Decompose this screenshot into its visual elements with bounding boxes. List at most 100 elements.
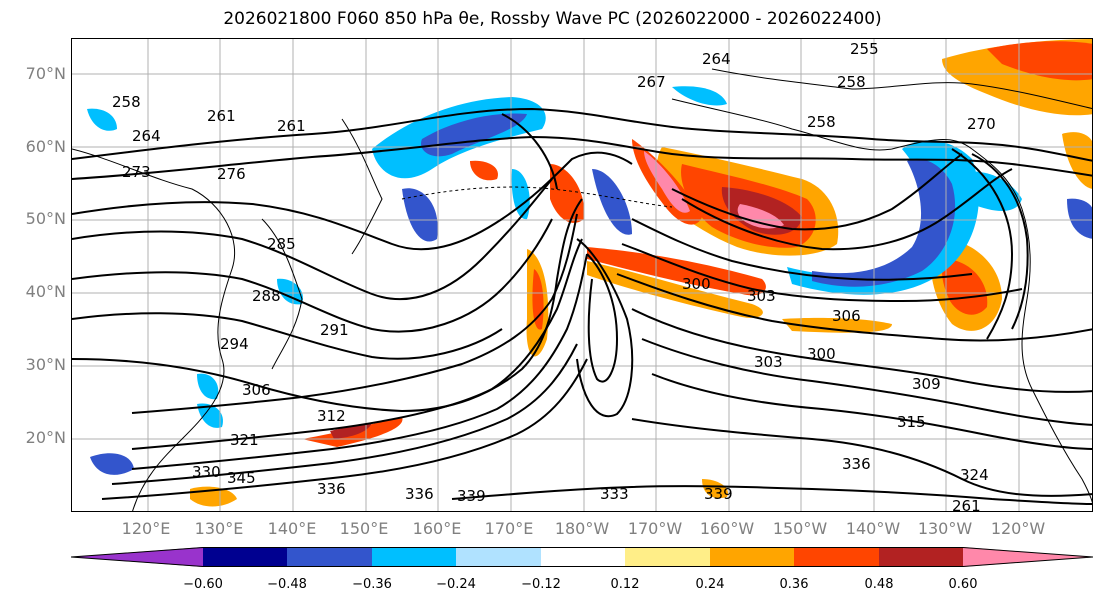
contour-label: 255	[850, 40, 879, 58]
contour-label: 339	[457, 487, 486, 505]
contour-line	[641, 338, 1092, 426]
contour-label: 306	[832, 307, 861, 325]
negative-anomaly-north-central-core	[421, 113, 527, 157]
negative-anomaly-east-edge	[1067, 198, 1092, 239]
contour-line	[72, 135, 1092, 180]
colorbar-segment	[794, 547, 879, 567]
lon-label-120e: 120°E	[121, 519, 171, 538]
colorbar-segment	[710, 547, 794, 567]
contour-line	[72, 178, 553, 301]
contour-line	[681, 168, 1013, 251]
contour-label: 270	[967, 115, 996, 133]
lon-label-170e: 170°E	[484, 519, 534, 538]
colorbar-segment	[456, 547, 541, 567]
lon-label-180w: 180°W	[554, 519, 610, 538]
contour-line	[72, 151, 633, 251]
colorbar-tick: −0.48	[267, 577, 307, 592]
contour-label: 258	[837, 73, 866, 91]
contour-label: 345	[227, 469, 256, 487]
contour-label: 339	[704, 485, 733, 503]
contour-line	[131, 238, 583, 450]
contour-label: 333	[600, 485, 629, 503]
positive-anomaly-subtropic	[782, 317, 892, 333]
colorbar-segment	[879, 547, 963, 567]
negative-anomaly-southwest-2	[197, 373, 219, 400]
lat-label-60n: 60°N	[25, 137, 66, 156]
positive-anomaly-jet-band	[587, 247, 766, 296]
lat-label-40n: 40°N	[25, 282, 66, 301]
contour-label: 264	[702, 50, 731, 68]
contour-label: 300	[682, 275, 711, 293]
colorbar-segment	[287, 547, 372, 567]
lon-label-140e: 140°E	[267, 519, 317, 538]
positive-anomaly-central-north	[470, 160, 498, 181]
contour-label: 312	[317, 407, 346, 425]
lat-label-30n: 30°N	[25, 355, 66, 374]
contour-label: 336	[842, 455, 871, 473]
contour-label: 303	[747, 287, 776, 305]
coast-arctic	[711, 68, 1092, 110]
theta-e-contours	[72, 107, 1092, 505]
contour-label: 258	[112, 93, 141, 111]
lat-label-70n: 70°N	[25, 64, 66, 83]
positive-anomaly-east-coast-core	[942, 259, 988, 315]
positive-anomaly-northeast-core	[987, 41, 1092, 81]
negative-anomaly-japan	[277, 278, 303, 305]
contour-label: 264	[132, 127, 161, 145]
coast-asia	[72, 148, 236, 511]
lon-label-120w: 120°W	[990, 519, 1046, 538]
contour-label: 315	[897, 413, 926, 431]
contour-line	[576, 238, 634, 417]
coast-aleutians	[401, 186, 673, 208]
contour-label: 261	[207, 107, 236, 125]
anomaly-shading	[190, 39, 1092, 507]
lon-label-160w: 160°W	[699, 519, 755, 538]
contour-line	[971, 153, 1029, 330]
negative-anomaly-central-lobe	[511, 169, 530, 220]
contour-line	[501, 113, 558, 190]
negative-anomaly-finger	[592, 169, 632, 235]
colorbar-tick: −0.12	[521, 577, 561, 592]
colorbar-tick: 0.36	[779, 577, 809, 592]
negative-anomaly-west-lobe	[402, 188, 438, 242]
contour-line	[111, 343, 578, 485]
lat-label-50n: 50°N	[25, 209, 66, 228]
contour-label: 306	[242, 381, 271, 399]
colorbar-tick: −0.36	[352, 577, 392, 592]
coast-kamchatka	[341, 118, 383, 255]
contour-label: 309	[912, 375, 941, 393]
contour-line	[586, 253, 619, 383]
contour-label: 261	[277, 117, 306, 135]
positive-anomaly-jet-west-dark	[330, 423, 372, 439]
positive-anomaly-south-central	[702, 479, 728, 499]
positive-anomaly-central	[550, 164, 585, 223]
positive-anomaly-max	[737, 204, 784, 229]
lon-label-150w: 150°W	[772, 519, 828, 538]
negative-anomaly-alaska	[672, 86, 727, 106]
contour-line	[72, 107, 1092, 162]
colorbar-tick: −0.24	[436, 577, 476, 592]
lon-label-130w: 130°W	[917, 519, 973, 538]
colorbar-segment	[963, 547, 1093, 567]
negative-anomaly-jet	[197, 403, 223, 428]
colorbar-segment	[541, 547, 625, 567]
contour-line	[616, 273, 1092, 342]
colorbar-segment	[372, 547, 456, 567]
contour-label: 276	[217, 165, 246, 183]
positive-anomaly-jet-band-outer	[587, 261, 763, 318]
contour-line	[621, 243, 1023, 303]
contour-label: 300	[807, 345, 836, 363]
contour-label: 336	[405, 485, 434, 503]
contour-label: 267	[637, 73, 666, 91]
contour-line	[671, 153, 963, 231]
contour-label: 336	[317, 480, 346, 498]
chart-title: 2026021800 F060 850 hPa θe, Rossby Wave …	[223, 9, 882, 29]
contour-label: 285	[267, 235, 296, 253]
colorbar-segment	[203, 547, 287, 567]
lon-label-140w: 140°W	[845, 519, 901, 538]
contour-label: 291	[320, 321, 349, 339]
contour-label: 324	[960, 466, 989, 484]
negative-anomaly-southwest	[90, 453, 134, 475]
contour-label: 258	[807, 113, 836, 131]
colorbar-segment	[71, 547, 203, 567]
